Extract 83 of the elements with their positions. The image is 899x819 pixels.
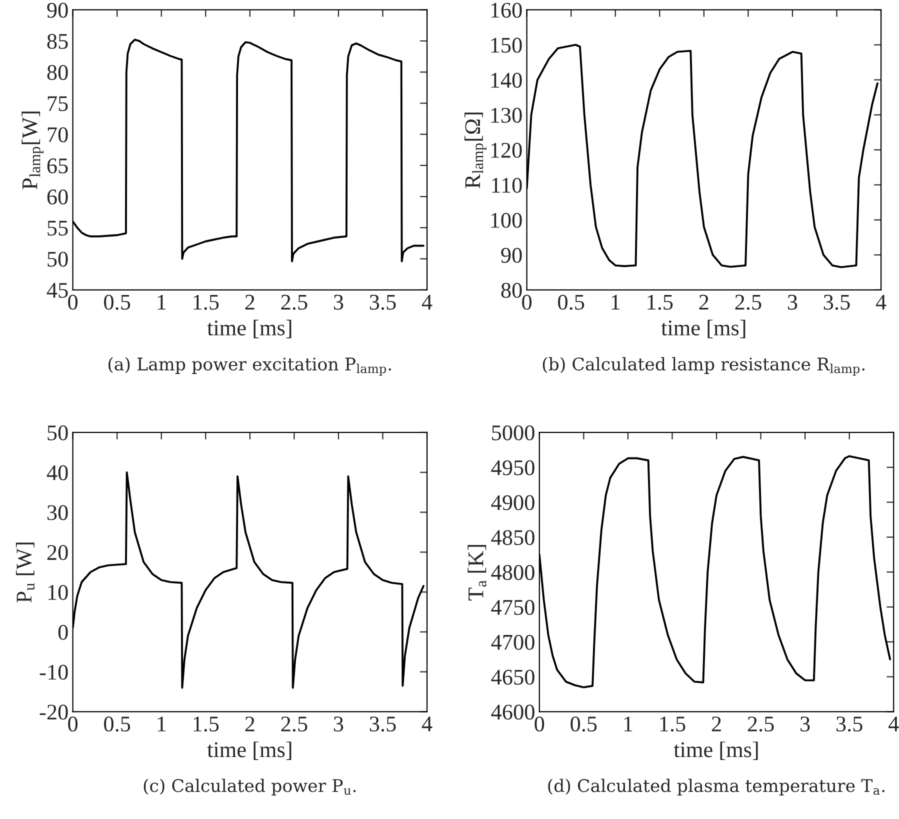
x-tick-label: 2.5 — [735, 294, 762, 310]
y-tick-label: 0 — [58, 624, 68, 640]
y-axis-title: T$_{a}$ [K] — [468, 545, 486, 601]
x-tick-label: 1.5 — [660, 716, 686, 732]
y-tick-label: 5000 — [492, 425, 534, 440]
x-tick-label: 0.5 — [104, 716, 130, 732]
x-tick-label: 1.5 — [194, 716, 219, 732]
x-tick-label: 0 — [68, 294, 78, 310]
x-tick-label: 3 — [788, 294, 798, 310]
y-tick-label: 4600 — [491, 704, 534, 720]
y-tick-label: 10 — [48, 584, 68, 600]
y-tick-label: 160 — [491, 2, 522, 18]
x-tick-label: 2 — [245, 716, 254, 732]
x-tick-label: 2 — [699, 294, 708, 310]
text: (a) Lamp power excitation P$_{lamp}$. — [108, 357, 391, 376]
y-tick-label: 4650 — [491, 670, 534, 685]
y-tick-label: 90 — [47, 2, 68, 18]
x-tick-label: 1 — [612, 294, 620, 310]
y-tick-label: 85 — [47, 34, 68, 49]
y-tick-label: 140 — [491, 72, 522, 88]
x-tick-label: 3 — [334, 294, 344, 310]
y-tick-label: 4700 — [491, 634, 534, 650]
x-tick-label: 4 — [422, 716, 432, 732]
y-tick-label: 130 — [491, 108, 522, 123]
x-tick-label: 2.5 — [281, 294, 308, 310]
x-tick-label: 3.5 — [824, 294, 850, 310]
y-tick-label: 90 — [501, 248, 522, 263]
text: (b) Calculated lamp resistance R$_{lamp}$. — [542, 357, 865, 376]
y-tick-label: 50 — [48, 252, 68, 267]
y-tick-label: 4900 — [491, 495, 534, 510]
y-tick-label: -10 — [40, 664, 68, 680]
x-tick-label: 4 — [422, 294, 432, 310]
x-axis-title: time [ms] — [674, 742, 758, 760]
x-tick-label: 1 — [158, 294, 166, 310]
x-tick-label: 2.5 — [748, 716, 774, 732]
x-tick-label: 4 — [888, 716, 899, 732]
y-tick-label: 60 — [47, 189, 68, 204]
x-tick-label: 3.5 — [370, 294, 396, 310]
y-tick-label: 150 — [491, 38, 522, 53]
y-tick-label: 40 — [46, 465, 68, 480]
y-axis-title: P$_{lamp}$[W] — [22, 112, 44, 190]
text: (c) Calculated power P$_{u}$. — [144, 778, 356, 796]
x-tick-label: 3.5 — [836, 716, 862, 732]
x-tick-label: 0.5 — [570, 716, 597, 732]
y-axis-title: P$_{u}$ [W] — [16, 542, 35, 603]
x-tick-label: 4 — [876, 294, 886, 310]
x-tick-label: 3.5 — [370, 716, 396, 732]
y-tick-label: 70 — [48, 127, 68, 142]
x-tick-label: 0 — [68, 716, 78, 732]
y-tick-label: 4800 — [491, 565, 534, 580]
x-tick-label: 1.5 — [194, 294, 219, 310]
y-tick-label: 55 — [48, 220, 68, 236]
text: (d) Calculated plasma temperature T$_{a}$. — [548, 778, 884, 796]
x-tick-label: 1 — [624, 716, 632, 732]
y-tick-label: 20 — [47, 545, 68, 560]
y-tick-label: 30 — [47, 505, 68, 520]
y-tick-label: 50 — [48, 425, 68, 440]
y-tick-label: 65 — [47, 158, 68, 174]
y-tick-label: 75 — [48, 96, 68, 112]
y-tick-label: 80 — [47, 65, 68, 80]
y-tick-label: 4850 — [491, 530, 534, 546]
x-axis-title: time [ms] — [207, 742, 292, 760]
x-tick-label: 1.5 — [648, 294, 673, 310]
y-tick-label: 4950 — [491, 460, 534, 476]
x-tick-label: 1 — [158, 716, 166, 732]
x-tick-label: 0.5 — [104, 294, 130, 310]
y-tick-label: 45 — [46, 283, 68, 298]
y-tick-label: 100 — [491, 212, 522, 228]
y-tick-label: 4750 — [491, 600, 534, 615]
x-tick-label: 3 — [334, 716, 344, 732]
x-tick-label: 0 — [534, 716, 544, 732]
y-tick-label: -20 — [40, 704, 68, 720]
x-tick-label: 2 — [712, 716, 721, 732]
x-tick-label: 3 — [800, 716, 810, 732]
y-tick-label: 110 — [492, 178, 522, 193]
y-tick-label: 80 — [501, 282, 522, 298]
y-tick-label: 120 — [491, 142, 522, 158]
x-axis-title: time [ms] — [207, 320, 292, 338]
y-axis-title: R$_{lamp}$[Ω] — [464, 112, 486, 188]
x-tick-label: 2 — [245, 294, 254, 310]
x-axis-title: time [ms] — [661, 320, 746, 338]
x-tick-label: 2.5 — [281, 716, 308, 732]
x-tick-label: 0.5 — [558, 294, 584, 310]
